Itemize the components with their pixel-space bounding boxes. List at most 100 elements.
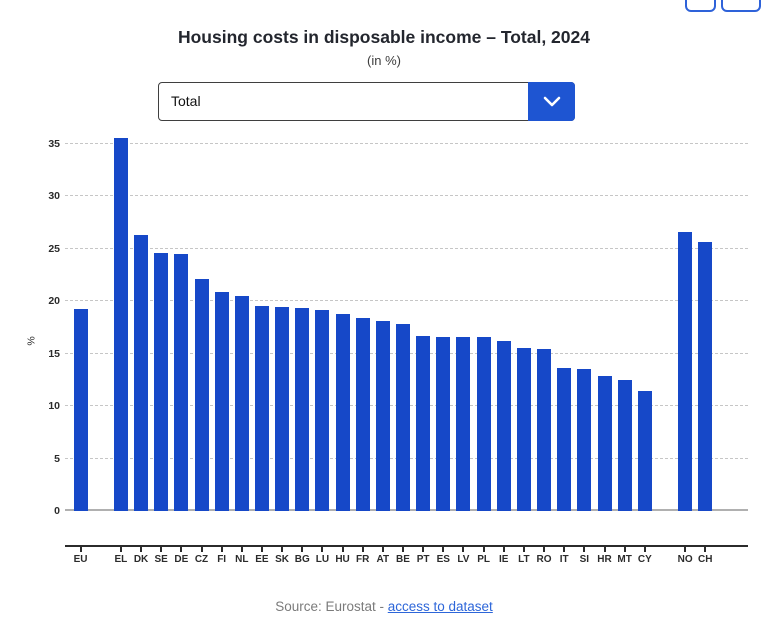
bar-FI[interactable]	[214, 291, 229, 511]
bar-EE[interactable]	[254, 306, 269, 511]
y-tick-label-35: 35	[48, 137, 60, 150]
bar-CY[interactable]	[637, 391, 652, 511]
bar-ES[interactable]	[436, 336, 451, 511]
breakdown-select[interactable]: Total	[158, 82, 575, 121]
x-tick-LV	[462, 547, 465, 552]
x-label-LU: LU	[315, 554, 330, 565]
x-tick-HU	[341, 547, 344, 552]
bar-FR[interactable]	[355, 317, 370, 511]
x-label-FR: FR	[356, 554, 370, 565]
y-tick-label-0: 0	[54, 505, 60, 517]
x-label-SE: SE	[154, 554, 168, 565]
x-tick-CH	[704, 547, 707, 552]
x-tick-LU	[321, 547, 324, 552]
source-prefix: Source: Eurostat -	[275, 599, 388, 614]
bar-SK[interactable]	[275, 307, 290, 511]
breakdown-select-value: Total	[171, 93, 201, 109]
x-tick-EL	[119, 547, 122, 552]
y-tick-label-30: 30	[48, 190, 60, 202]
x-label-CZ: CZ	[194, 554, 209, 565]
x-tick-IE	[502, 547, 505, 552]
x-tick-NL	[240, 547, 243, 552]
x-tick-EE	[260, 547, 263, 552]
page-title: Housing costs in disposable income – Tot…	[177, 27, 590, 47]
toolbar-button-1[interactable]	[685, 0, 716, 12]
x-tick-BG	[301, 547, 304, 552]
x-label-HU: HU	[335, 554, 350, 565]
bar-HR[interactable]	[597, 375, 612, 511]
x-label-LV: LV	[457, 554, 470, 565]
x-label-FI: FI	[217, 554, 227, 565]
x-label-CH: CH	[698, 554, 713, 565]
y-tick-label-5: 5	[54, 452, 60, 465]
x-tick-SI	[583, 547, 586, 552]
x-label-BE: BE	[396, 554, 410, 565]
x-tick-IT	[563, 547, 566, 552]
bar-NO[interactable]	[678, 231, 693, 511]
gridline-30	[65, 195, 748, 196]
x-label-EL: EL	[114, 554, 128, 565]
bar-DK[interactable]	[134, 234, 149, 511]
select-dropdown-button[interactable]	[528, 82, 575, 121]
bar-BG[interactable]	[295, 308, 310, 511]
x-axis: EU EL DK SE DE CZ FI NL EE SK BG LU HU FR AT BE PT ES LV PL…	[65, 545, 748, 575]
x-tick-ES	[442, 547, 445, 552]
bar-LU[interactable]	[315, 310, 330, 511]
bar-PT[interactable]	[416, 335, 431, 511]
x-label-DE: DE	[174, 554, 189, 565]
toolbar-button-2[interactable]	[721, 0, 761, 12]
page-subtitle: (in %)	[367, 53, 401, 68]
x-tick-LT	[522, 547, 525, 552]
bar-BE[interactable]	[396, 324, 410, 511]
x-label-SK: SK	[275, 554, 290, 565]
bar-IT[interactable]	[557, 368, 572, 511]
bar-NL[interactable]	[234, 295, 249, 511]
x-label-IE: IE	[499, 554, 509, 565]
x-tick-CZ	[200, 547, 203, 552]
x-label-MT: MT	[617, 554, 632, 565]
x-label-PT: PT	[416, 554, 430, 565]
y-tick-label-20: 20	[48, 295, 60, 307]
bar-HU[interactable]	[335, 313, 350, 511]
access-dataset-link[interactable]: access to dataset	[387, 599, 493, 614]
bar-SE[interactable]	[154, 252, 169, 511]
x-tick-SK	[281, 547, 284, 552]
x-tick-PL	[482, 547, 485, 552]
plot-area	[65, 131, 748, 511]
x-label-EU: EU	[73, 554, 88, 565]
x-label-CY: CY	[637, 554, 652, 565]
chevron-down-icon	[543, 96, 560, 107]
x-tick-DK	[140, 547, 143, 552]
y-tick-label-15: 15	[48, 347, 60, 360]
y-tick-label-10: 10	[48, 400, 60, 412]
x-label-NO: NO	[677, 554, 693, 565]
x-label-SI: SI	[579, 554, 590, 565]
bar-RO[interactable]	[537, 349, 552, 511]
bar-IE[interactable]	[496, 340, 511, 511]
x-label-HR: HR	[597, 554, 612, 565]
gridline-35	[65, 142, 748, 144]
bar-DE[interactable]	[174, 253, 189, 511]
bar-LT[interactable]	[516, 348, 531, 511]
x-label-LT: LT	[518, 554, 530, 565]
x-label-IT: IT	[559, 554, 569, 565]
x-label-DK: DK	[133, 554, 149, 565]
x-label-PL: PL	[477, 554, 490, 565]
x-tick-HR	[603, 547, 606, 552]
bar-CZ[interactable]	[194, 278, 209, 511]
bar-EU[interactable]	[73, 309, 88, 511]
x-tick-CY	[643, 547, 646, 552]
x-tick-NO	[684, 547, 687, 552]
bar-AT[interactable]	[375, 320, 390, 511]
bar-MT[interactable]	[617, 379, 632, 511]
x-label-NL: NL	[235, 554, 249, 565]
x-tick-FI	[220, 547, 223, 552]
bar-CH[interactable]	[698, 242, 713, 511]
x-tick-BE	[402, 547, 404, 552]
bar-PL[interactable]	[476, 336, 491, 511]
x-axis-line	[65, 545, 748, 547]
bar-SI[interactable]	[577, 369, 592, 511]
bar-EL[interactable]	[113, 138, 128, 511]
bar-LV[interactable]	[456, 336, 471, 511]
